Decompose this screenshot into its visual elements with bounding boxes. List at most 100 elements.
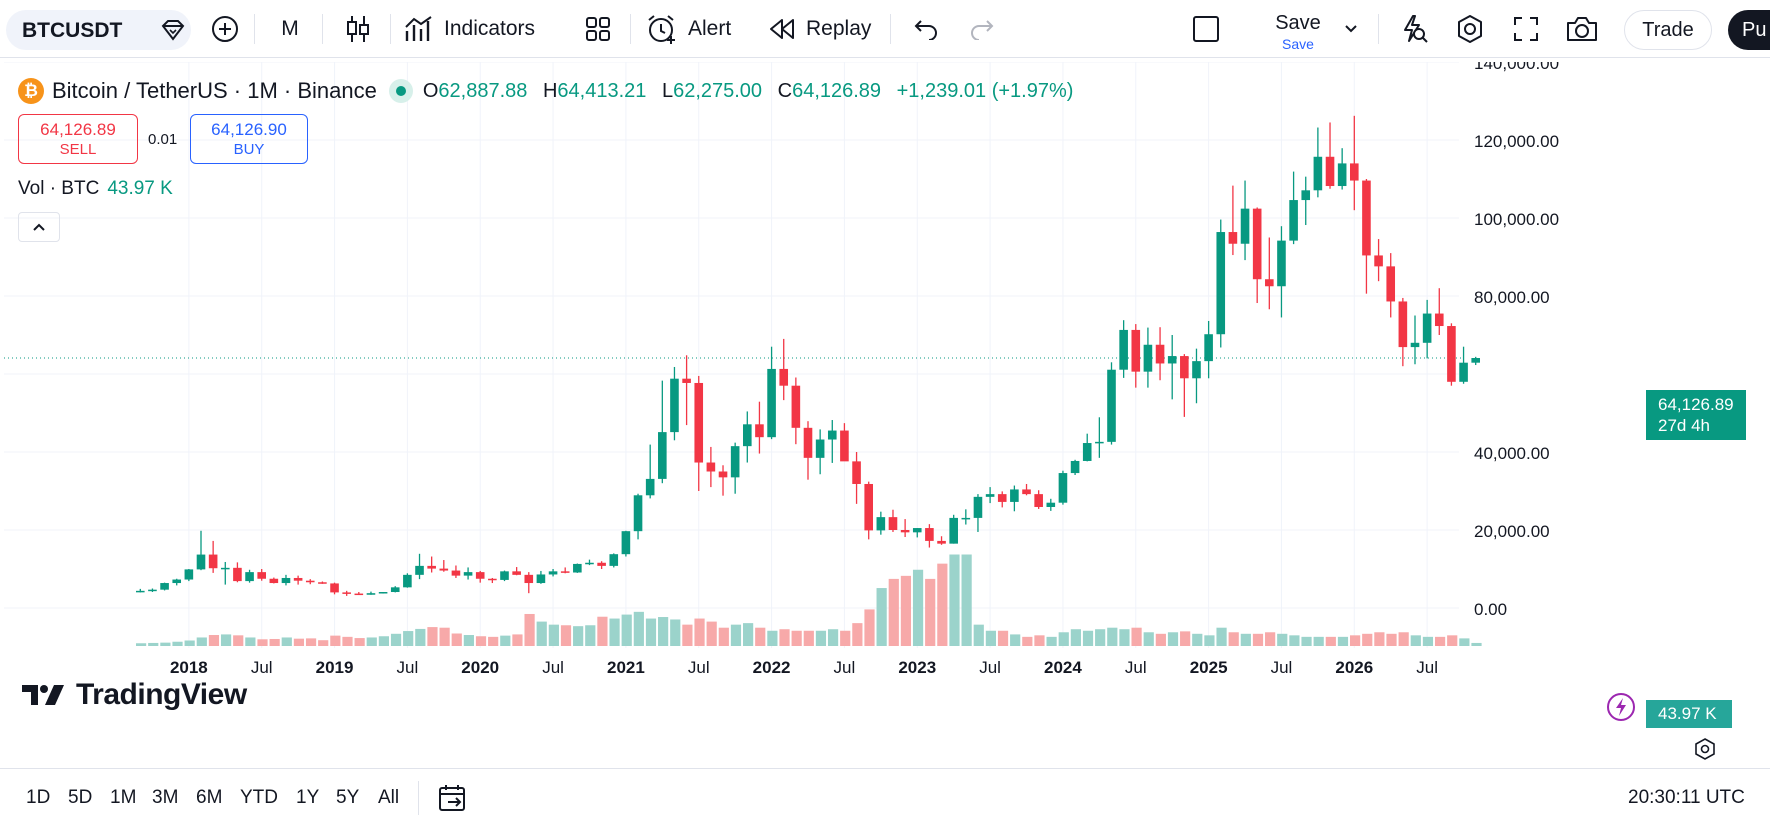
market-open-status-icon[interactable] xyxy=(388,79,413,103)
replay-button[interactable]: Replay xyxy=(768,10,888,48)
range-6m-button[interactable]: 6M xyxy=(196,787,223,808)
undo-button[interactable] xyxy=(906,10,946,48)
candle xyxy=(378,592,388,594)
alert-button[interactable]: Alert xyxy=(646,10,756,48)
time-tick-label: Jul xyxy=(1125,658,1147,677)
candle xyxy=(1204,320,1213,379)
volume-bar xyxy=(1434,636,1446,646)
trade-button[interactable]: Trade xyxy=(1624,10,1712,50)
save-menu-button[interactable] xyxy=(1336,10,1366,48)
candle-body xyxy=(148,589,157,592)
range-1d-button[interactable]: 1D xyxy=(26,787,51,808)
candle-body xyxy=(366,593,376,595)
range-1y-button[interactable]: 1Y xyxy=(296,787,320,808)
candle-body xyxy=(427,565,436,569)
volume-bar xyxy=(1471,642,1482,646)
volume-bar xyxy=(755,627,766,646)
settings-button[interactable] xyxy=(1450,10,1490,48)
candle-body xyxy=(1216,232,1226,335)
volume-bar xyxy=(1447,635,1458,646)
range-all-button[interactable]: All xyxy=(378,787,400,808)
candle-body xyxy=(1447,326,1456,382)
candle xyxy=(1374,239,1383,282)
candle xyxy=(488,577,497,584)
candle-body xyxy=(1277,240,1286,287)
lightning-icon[interactable] xyxy=(1606,692,1636,727)
range-5d-button[interactable]: 5D xyxy=(68,787,93,808)
redo-button[interactable] xyxy=(962,10,1002,48)
quick-search-button[interactable] xyxy=(1394,10,1434,48)
sell-button[interactable]: 64,126.89 SELL xyxy=(18,114,138,164)
candle-body xyxy=(439,568,449,571)
close-key: C xyxy=(777,79,793,102)
collapse-legend-button[interactable] xyxy=(18,212,60,242)
high-value: 64,413.21 xyxy=(557,79,647,102)
volume-bar xyxy=(1301,636,1312,646)
range-5y-button[interactable]: 5Y xyxy=(336,787,360,808)
volume-bar xyxy=(597,616,608,646)
utc-clock[interactable]: 20:30:11 UTC xyxy=(1628,787,1745,808)
candle xyxy=(160,582,169,591)
candle-body xyxy=(160,583,169,590)
candle-body xyxy=(815,439,825,458)
candle xyxy=(1192,348,1201,404)
candle-body xyxy=(597,562,606,566)
volume-bar xyxy=(1386,633,1397,646)
range-ytd-button[interactable]: YTD xyxy=(240,787,278,808)
candle xyxy=(597,561,606,569)
compare-symbol-button[interactable] xyxy=(206,10,244,48)
layout-button[interactable] xyxy=(1186,10,1226,48)
templates-button[interactable] xyxy=(578,10,618,48)
candle-body xyxy=(621,531,631,555)
time-tick-label: 2026 xyxy=(1335,658,1373,677)
tradingview-logo[interactable]: TradingView xyxy=(22,678,247,712)
range-1m-button[interactable]: 1M xyxy=(110,787,137,808)
undo-icon xyxy=(914,20,937,40)
sell-price: 64,126.89 xyxy=(40,120,116,139)
range-3m-button[interactable]: 3M xyxy=(152,787,179,808)
symbol-search-button[interactable] xyxy=(6,10,191,50)
candle-body xyxy=(573,563,582,573)
volume-bar xyxy=(1119,629,1130,646)
candle xyxy=(1155,327,1165,381)
candle xyxy=(512,567,521,576)
volume-bar xyxy=(1313,636,1324,646)
candle xyxy=(1107,362,1116,445)
last-price-value: 64,126.89 xyxy=(1658,395,1734,414)
indicators-button[interactable]: Indicators xyxy=(404,10,554,48)
candle xyxy=(1228,185,1238,256)
volume-legend[interactable]: Vol · BTC 43.97 K xyxy=(18,178,173,200)
chart-type-button[interactable] xyxy=(338,10,378,48)
volume-bar xyxy=(876,588,887,646)
symbol-legend[interactable]: ₿ Bitcoin / TetherUS · 1M · Binance O62,… xyxy=(18,78,1073,104)
candle-body xyxy=(791,385,801,428)
candle-body xyxy=(1265,279,1274,287)
candle xyxy=(257,569,266,581)
chart-pane[interactable]: 140,000.00 120,000.00 100,000.00 80,000.00 4… xyxy=(4,62,1770,768)
volume-bar xyxy=(706,621,717,646)
volume-bar xyxy=(1398,632,1409,646)
fullscreen-button[interactable] xyxy=(1506,10,1546,48)
interval-button[interactable]: M xyxy=(281,17,299,40)
candle xyxy=(318,581,327,584)
bitcoin-logo-icon: ₿ xyxy=(18,78,44,104)
bar-countdown: 27d 4h xyxy=(1658,416,1710,435)
candle-body xyxy=(755,424,764,438)
scale-settings-icon[interactable] xyxy=(1694,738,1716,765)
volume-bar xyxy=(1155,633,1166,646)
symbol-name[interactable]: BTCUSDT xyxy=(22,19,123,42)
snapshot-button[interactable] xyxy=(1562,10,1602,48)
candle-body xyxy=(609,554,619,566)
save-button[interactable]: Save xyxy=(1275,12,1321,34)
candle-body xyxy=(1410,342,1420,348)
buy-button[interactable]: 64,126.90 BUY xyxy=(190,114,308,164)
tradingview-mark-icon xyxy=(22,685,64,705)
spread-value: 0.01 xyxy=(148,131,178,148)
time-tick-label: Jul xyxy=(1416,658,1438,677)
top-toolbar: BTCUSDT M Indicators Alert Replay Save S… xyxy=(0,0,1770,58)
publish-button[interactable]: Pu xyxy=(1728,10,1770,50)
volume-bar xyxy=(937,563,948,646)
price-chart[interactable]: 140,000.00 120,000.00 100,000.00 80,000.00 4… xyxy=(4,62,1770,768)
diamond-icon[interactable] xyxy=(160,19,186,46)
goto-date-button[interactable] xyxy=(438,783,468,818)
